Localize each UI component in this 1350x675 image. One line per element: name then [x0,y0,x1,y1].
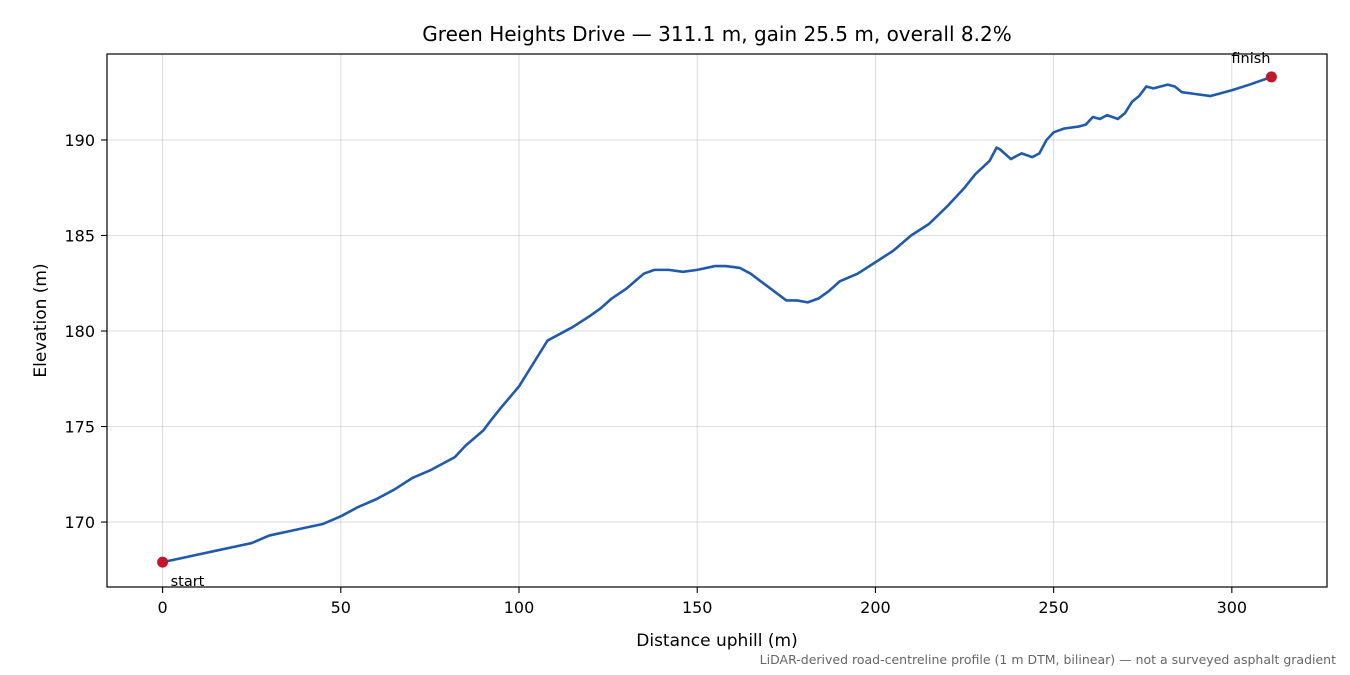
chart-title: Green Heights Drive — 311.1 m, gain 25.5… [422,22,1011,46]
elevation-profile-line [161,75,1273,564]
x-tick-label: 300 [1217,598,1248,617]
y-tick-label: 180 [64,322,95,341]
x-tick-label: 50 [331,598,351,617]
y-tick-label: 185 [64,226,95,245]
y-tick-label: 170 [64,513,95,532]
x-tick-label: 0 [158,598,168,617]
footnote: LiDAR-derived road-centreline profile (1… [760,652,1336,667]
x-tick-label: 150 [682,598,713,617]
grid-lines [107,54,1327,587]
x-tick-label: 100 [504,598,535,617]
x-tick-label: 200 [860,598,891,617]
plot-area-frame [106,53,1328,588]
finish-marker [1265,71,1277,83]
start-label: start [171,574,205,590]
start-marker [157,556,169,568]
y-tick-label: 175 [64,418,95,437]
finish-label: finish [1231,51,1270,67]
x-tick-label: 250 [1038,598,1069,617]
y-axis-label: Elevation (m) [31,263,51,377]
axis-ticks: 0 50 100 150 200 250 300 170 175 180 185 190 [64,131,1247,617]
y-tick-label: 190 [64,131,95,150]
endpoint-markers: start finish [157,51,1277,590]
x-axis-label: Distance uphill (m) [636,631,797,651]
